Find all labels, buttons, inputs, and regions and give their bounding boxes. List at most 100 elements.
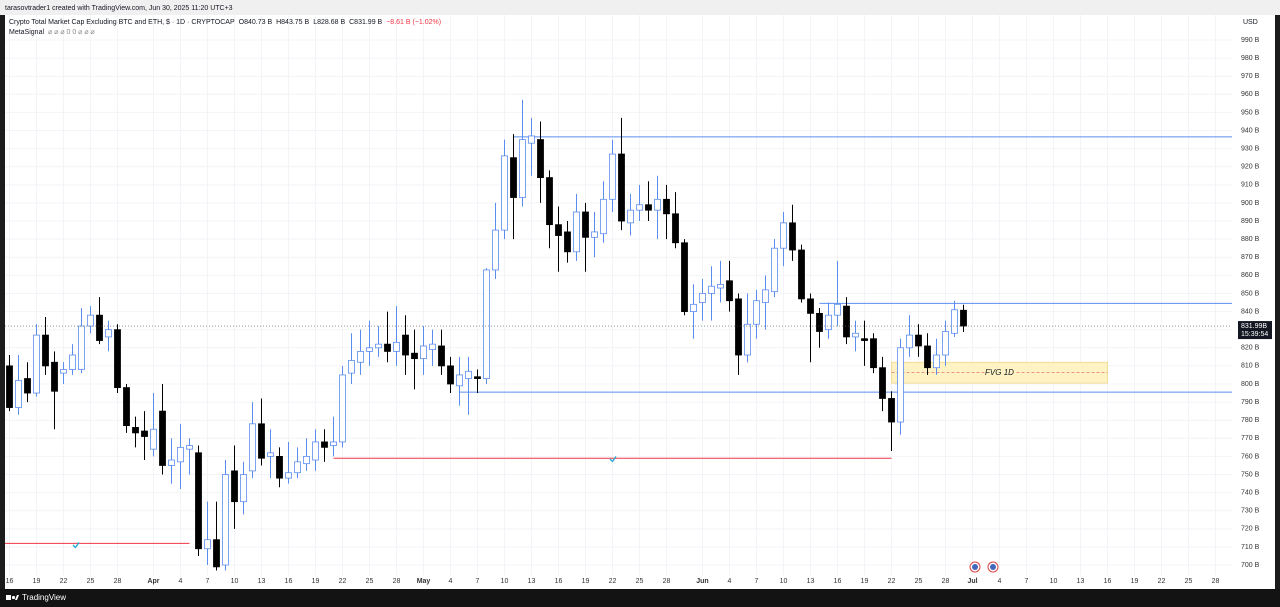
x-tick-label: 28 — [114, 578, 122, 585]
candle-body — [105, 329, 112, 338]
candle-body — [87, 314, 94, 327]
candle-body — [321, 441, 328, 448]
x-tick-label: 19 — [1131, 578, 1139, 585]
x-tick-label: 19 — [33, 578, 41, 585]
candle-body — [609, 153, 616, 200]
candle-body — [366, 347, 373, 352]
candle-body — [51, 361, 58, 392]
y-tick-label: 840 B — [1241, 308, 1260, 315]
candle-body — [159, 410, 166, 466]
candle-body — [780, 222, 787, 249]
candle-body — [816, 312, 823, 332]
x-tick-label: 7 — [206, 578, 210, 585]
y-tick-label: 860 B — [1241, 272, 1260, 279]
x-tick-label: Apr — [147, 578, 159, 585]
candle-body — [762, 289, 769, 303]
candle-body — [582, 211, 589, 238]
candle-body — [600, 198, 607, 235]
ohlc-close: C831.99 B — [349, 19, 382, 26]
price-tag-countdown: 15:39:54 — [1241, 331, 1268, 338]
y-tick-label: 920 B — [1241, 164, 1260, 171]
candle-body — [870, 338, 877, 369]
y-tick-label: 720 B — [1241, 526, 1260, 533]
candle-body — [501, 155, 508, 231]
candle-body — [231, 470, 238, 503]
y-tick-label: 750 B — [1241, 471, 1260, 478]
candle-body — [465, 370, 472, 379]
y-tick-label: 870 B — [1241, 254, 1260, 261]
candle-body — [213, 539, 220, 568]
candle-body — [60, 369, 67, 374]
fvg-label-bg — [984, 367, 1015, 378]
candle-body — [402, 334, 409, 356]
candle-body — [681, 242, 688, 312]
candle-body — [834, 303, 841, 316]
candle-body — [357, 350, 364, 363]
bottom-bar — [0, 589, 1280, 607]
candle-body — [897, 347, 904, 423]
candle-body — [627, 209, 634, 224]
candle-body — [726, 280, 733, 302]
x-tick-label: 19 — [312, 578, 320, 585]
x-tick-label: 4 — [998, 578, 1002, 585]
candle-body — [798, 249, 805, 300]
candle-body — [420, 345, 427, 360]
y-tick-label: 700 B — [1241, 562, 1260, 569]
price-tag-value: 831.99B — [1241, 323, 1267, 330]
y-tick-label: 980 B — [1241, 55, 1260, 62]
candle-body — [771, 247, 778, 293]
candle-body — [843, 305, 850, 338]
candle-body — [951, 309, 958, 334]
indicator-name: MetaSignal — [9, 29, 44, 36]
check-icon — [609, 456, 617, 463]
footer: TradingView — [22, 593, 66, 602]
candle-body — [123, 387, 130, 427]
candle-body — [960, 309, 967, 327]
top-bar — [0, 0, 1280, 15]
candle-body — [672, 213, 679, 244]
y-tick-label: 880 B — [1241, 236, 1260, 243]
candle-body — [222, 474, 229, 566]
tradingview-logo — [6, 595, 19, 600]
candle-body — [294, 461, 301, 474]
candle-body — [195, 452, 202, 550]
candle-body — [573, 211, 580, 253]
x-tick-label: 22 — [609, 578, 617, 585]
candle-body — [42, 334, 49, 367]
ohlc-high: H843.75 B — [276, 19, 309, 26]
candle-body — [240, 474, 247, 503]
candle-body — [546, 177, 553, 226]
candle-body — [168, 459, 175, 466]
candle-body — [411, 352, 418, 360]
x-tick-label: 25 — [636, 578, 644, 585]
candle-body — [285, 472, 292, 479]
candle-body — [690, 303, 697, 312]
candle-body — [735, 298, 742, 356]
candle-body — [339, 374, 346, 443]
candle-body — [132, 427, 139, 434]
y-tick-label: 800 B — [1241, 381, 1260, 388]
y-tick-label: 930 B — [1241, 145, 1260, 152]
price-tag — [1238, 321, 1272, 340]
candle-body — [510, 157, 517, 198]
x-tick-label: 16 — [834, 578, 842, 585]
y-tick-label: 760 B — [1241, 453, 1260, 460]
candle-body — [447, 365, 454, 385]
y-tick-label: 850 B — [1241, 290, 1260, 297]
candle-body — [384, 343, 391, 352]
x-tick-label: 22 — [60, 578, 68, 585]
candle-body — [429, 343, 436, 350]
y-tick-label: 900 B — [1241, 200, 1260, 207]
candle-body — [276, 456, 283, 479]
x-tick-label: 22 — [888, 578, 896, 585]
x-tick-label: 10 — [231, 578, 239, 585]
candle-body — [924, 345, 931, 369]
x-tick-label: 4 — [179, 578, 183, 585]
ohlc-low: L828.68 B — [313, 19, 345, 26]
candle-body — [663, 198, 670, 215]
created-by: tarasovtrader1 created with TradingView.… — [5, 5, 233, 12]
candle-body — [438, 345, 445, 367]
candle-body — [375, 343, 382, 349]
